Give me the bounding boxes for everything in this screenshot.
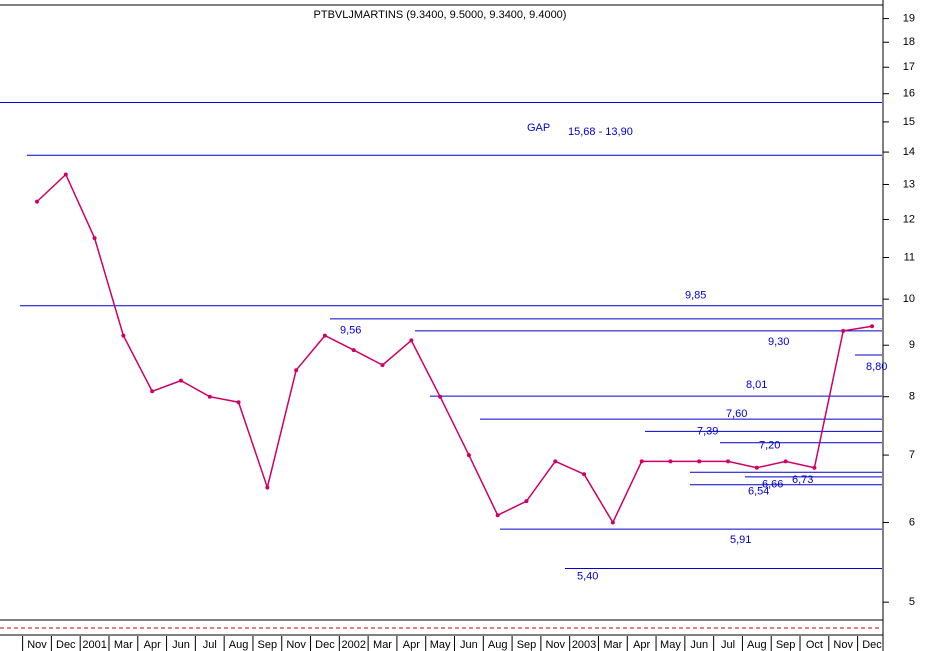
price-point [610,520,615,525]
x-tick-label: Apr [633,639,650,651]
level-label: 9,56 [340,325,361,337]
price-point [524,499,529,504]
level-label: 7,60 [726,408,747,420]
x-tick-label: 2001 [82,639,106,651]
y-tick-label: 10 [903,293,915,305]
price-point [812,465,817,470]
x-tick-label: Aug [229,639,249,651]
x-tick-label: Dec [315,639,335,651]
price-point [92,236,97,241]
x-tick-label: Dec [56,639,76,651]
price-point [380,363,385,368]
level-label: 9,30 [768,336,789,348]
price-point [870,324,874,329]
x-tick-label: May [430,639,451,651]
x-tick-label: Aug [488,639,508,651]
level-label: 7,39 [697,425,718,437]
price-point [265,485,270,490]
y-tick-label: 8 [909,391,915,403]
x-tick-label: Sep [258,639,278,651]
price-line [36,173,873,525]
level-label: 5,40 [577,570,598,582]
level-label: 6,54 [748,486,769,498]
y-tick-label: 14 [903,146,915,158]
price-point [639,459,644,464]
x-tick-label: Nov [286,639,306,651]
x-tick-label: Jun [172,639,190,651]
price-point [409,338,414,343]
x-tick-label: Nov [545,639,565,651]
price-point [438,394,443,399]
x-tick-label: Dec [862,639,882,651]
x-tick-label: Jul [203,639,217,651]
y-tick-label: 17 [903,61,915,73]
price-point [178,378,183,383]
price-point [553,459,558,464]
level-label: 9,85 [685,290,706,302]
x-tick-label: Jun [460,639,478,651]
y-tick-label: 13 [903,178,915,190]
price-point [63,172,68,177]
price-point [35,199,39,204]
gap-label: GAP [527,122,550,134]
x-tick-label: Jul [721,639,735,651]
x-tick-label: Nov [27,639,47,651]
y-tick-label: 9 [909,339,915,351]
x-tick-label: Mar [114,639,133,651]
x-tick-label: Mar [373,639,392,651]
price-point [783,459,788,464]
chart-title: PTBVLJMARTINS (9.3400, 9.5000, 9.3400, 9… [314,9,567,21]
price-point [495,513,500,518]
level-label: 8,01 [746,379,767,391]
price-point [236,400,241,405]
level-label: 5,91 [730,534,751,546]
price-point [582,472,587,477]
x-tick-label: Aug [747,639,767,651]
y-tick-label: 16 [903,88,915,100]
price-point [294,368,299,373]
price-point [322,333,327,338]
x-tick-label: 2002 [341,639,365,651]
price-point [207,394,212,399]
y-tick-label: 7 [909,449,915,461]
price-point [351,348,356,353]
x-tick-label: 2003 [572,639,596,651]
x-tick-label: Apr [144,639,161,651]
x-tick-label: May [660,639,681,651]
x-tick-label: Oct [806,639,823,651]
price-point [121,333,126,338]
y-tick-label: 18 [903,36,915,48]
x-tick-label: Sep [776,639,796,651]
price-point [841,328,846,333]
y-tick-label: 5 [909,596,915,608]
price-point [726,459,731,464]
y-tick-label: 15 [903,116,915,128]
x-tick-label: Mar [603,639,622,651]
y-tick-label: 19 [903,12,915,24]
level-label: 8,80 [866,361,887,373]
price-point [697,459,702,464]
x-tick-label: Apr [403,639,420,651]
y-tick-label: 6 [909,516,915,528]
price-point [754,465,759,470]
x-tick-label: Nov [833,639,853,651]
x-tick-label: Jun [690,639,708,651]
y-tick-label: 11 [904,251,915,263]
y-tick-label: 12 [903,213,915,225]
level-label: 7,20 [759,440,780,452]
price-point [150,389,155,394]
gap-range-label: 15,68 - 13,90 [568,126,633,138]
price-point [668,459,673,464]
price-point [466,453,471,458]
x-tick-label: Sep [517,639,537,651]
